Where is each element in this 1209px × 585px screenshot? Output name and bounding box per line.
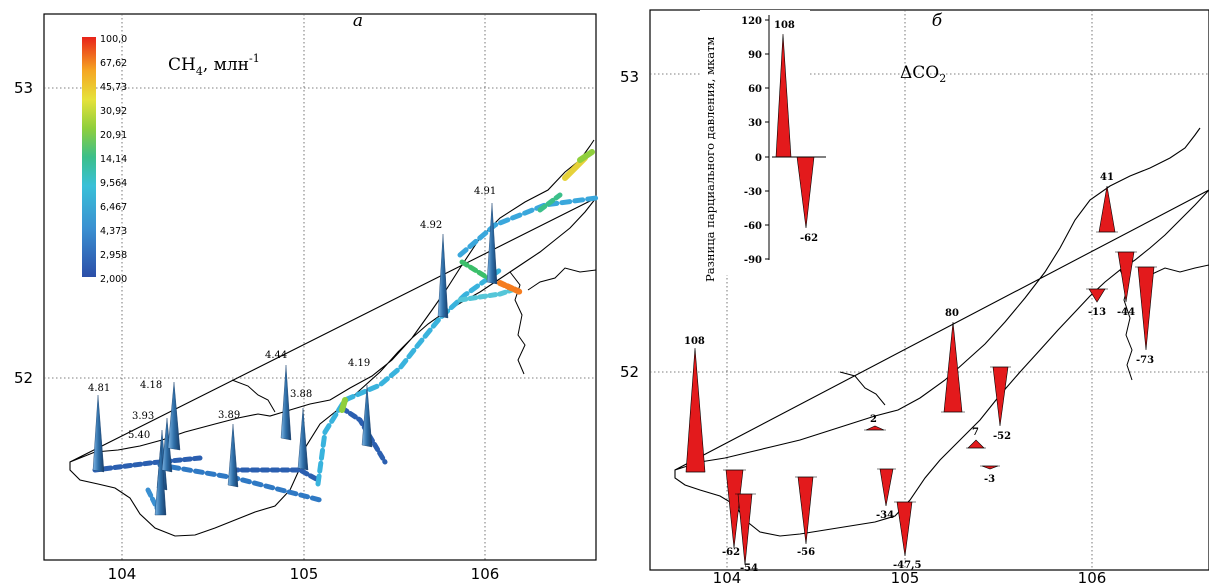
colorbar-tick: 14,14 <box>100 154 127 165</box>
co2-bar-label: 41 <box>1100 172 1114 183</box>
ch4-spike <box>154 439 167 516</box>
panel-a-lake-outline <box>69 139 597 537</box>
co2-bar <box>1117 251 1135 303</box>
ch4-spike <box>167 381 181 451</box>
co2-bar <box>865 425 885 431</box>
panel-a-lon-tick: 105 <box>290 565 319 583</box>
colorbar-tick: 2,000 <box>100 274 127 285</box>
co2-bar-label: -73 <box>1136 355 1154 366</box>
panel-a-lon-tick: 106 <box>471 565 500 583</box>
ch4-spike <box>437 233 449 319</box>
colorbar-tick: 4,373 <box>100 226 127 237</box>
co2-bar <box>879 468 894 507</box>
co2-bar-label: -54 <box>740 563 758 574</box>
inset-ylabel: Разница парциального давления, мкатм <box>703 37 717 282</box>
ch4-spike-label: 4.92 <box>420 220 442 231</box>
co2-bar <box>967 439 985 449</box>
panel-a-lat-tick: 52 <box>14 369 33 387</box>
panel-b: б 53 52 104 105 106 ΔCO2 <box>620 9 1209 585</box>
ch4-spike-label: 4.19 <box>348 358 370 369</box>
ch4-spike-label: 5.40 <box>128 430 150 441</box>
inset-tick: 60 <box>748 84 762 95</box>
panel-b-coast-south <box>839 371 886 406</box>
panel-a-letter: а <box>353 11 363 31</box>
inset-tick: 30 <box>748 118 762 129</box>
co2-bar-label: 108 <box>684 336 705 347</box>
co2-bar-label: -3 <box>984 474 995 485</box>
panel-a-spikes <box>92 202 498 516</box>
panel-a-ship-track <box>92 149 599 513</box>
panel-a-coast-south <box>231 379 276 413</box>
inset-tick: 120 <box>741 16 762 27</box>
co2-bar <box>685 347 706 473</box>
inset-tick: -90 <box>744 255 762 266</box>
panel-b-lon-tick: 105 <box>891 569 920 585</box>
panel-a-grid <box>44 14 596 560</box>
panel-b-lat-tick: 52 <box>620 363 639 381</box>
co2-bar-label: -62 <box>722 547 740 558</box>
co2-bar-label: 2 <box>870 414 877 425</box>
co2-bar-label: -34 <box>876 510 894 521</box>
co2-bar <box>737 493 753 566</box>
panel-a-colorbar <box>82 37 96 277</box>
panel-b-lat-tick: 53 <box>620 68 639 86</box>
panel-a-coast-east <box>509 267 597 375</box>
panel-a: а 53 52 104 105 106 100,0 <box>14 11 599 583</box>
co2-bar-label: -13 <box>1088 307 1106 318</box>
colorbar-tick: 20,91 <box>100 130 127 141</box>
ch4-spike <box>92 394 105 473</box>
ch4-spike <box>297 407 309 471</box>
panel-b-bars <box>685 185 1157 566</box>
inset-tick: -30 <box>744 187 762 198</box>
panel-b-coast-east <box>1119 264 1209 381</box>
co2-bar <box>1088 288 1106 303</box>
panel-b-lon-tick: 106 <box>1078 569 1107 585</box>
colorbar-tick: 45,73 <box>100 82 127 93</box>
ch4-spike <box>227 423 239 488</box>
colorbar-tick: 2,958 <box>100 250 127 261</box>
inset-tick: 0 <box>755 153 762 164</box>
ch4-spike <box>486 202 498 285</box>
panel-a-lat-tick: 53 <box>14 79 33 97</box>
ch4-spike-label: 3.88 <box>290 389 312 400</box>
colorbar-tick: 67,62 <box>100 58 127 69</box>
ch4-spike-label: 4.44 <box>265 350 287 361</box>
ch4-spike-label: 3.93 <box>132 411 154 422</box>
co2-bar <box>1137 266 1155 351</box>
inset-scale: Разница парциального давления, мкатм 120… <box>700 10 826 282</box>
co2-bar-label: -47,5 <box>893 560 922 571</box>
inset-tick: -60 <box>744 221 762 232</box>
ch4-spike-label: 4.91 <box>474 186 496 197</box>
inset-tick: 90 <box>748 50 762 61</box>
co2-bar-label: 7 <box>972 427 979 438</box>
co2-bar-label: -52 <box>993 431 1011 442</box>
panel-b-frame <box>649 9 1209 571</box>
co2-bar-label: -44 <box>1117 307 1135 318</box>
panel-a-frame <box>43 13 597 561</box>
ch4-spike-label: 4.81 <box>88 383 110 394</box>
panel-a-lon-tick: 104 <box>108 565 137 583</box>
panel-b-letter: б <box>932 11 943 31</box>
ch4-spike <box>361 384 373 448</box>
colorbar-tick: 6,467 <box>100 202 127 213</box>
colorbar-tick: 30,92 <box>100 106 127 117</box>
inset-bar-label: 108 <box>774 20 795 31</box>
panel-a-legend-title: CH4, млн-1 <box>168 52 260 78</box>
inset-bar-label: -62 <box>800 233 818 244</box>
co2-bar <box>981 465 999 470</box>
ch4-spike <box>280 364 292 441</box>
co2-bar-label: -56 <box>797 547 815 558</box>
colorbar-tick: 9,564 <box>100 178 127 189</box>
ch4-spike-label: 3.89 <box>218 410 240 421</box>
co2-bar <box>1098 185 1116 233</box>
co2-bar <box>992 366 1009 427</box>
ch4-spike-label: 4.18 <box>140 380 162 391</box>
panel-b-lon-tick: 104 <box>713 569 742 585</box>
panel-b-title: ΔCO2 <box>900 63 946 85</box>
colorbar-tick: 100,0 <box>100 34 127 45</box>
co2-bar-label: 80 <box>945 308 959 319</box>
co2-bar <box>896 501 913 557</box>
